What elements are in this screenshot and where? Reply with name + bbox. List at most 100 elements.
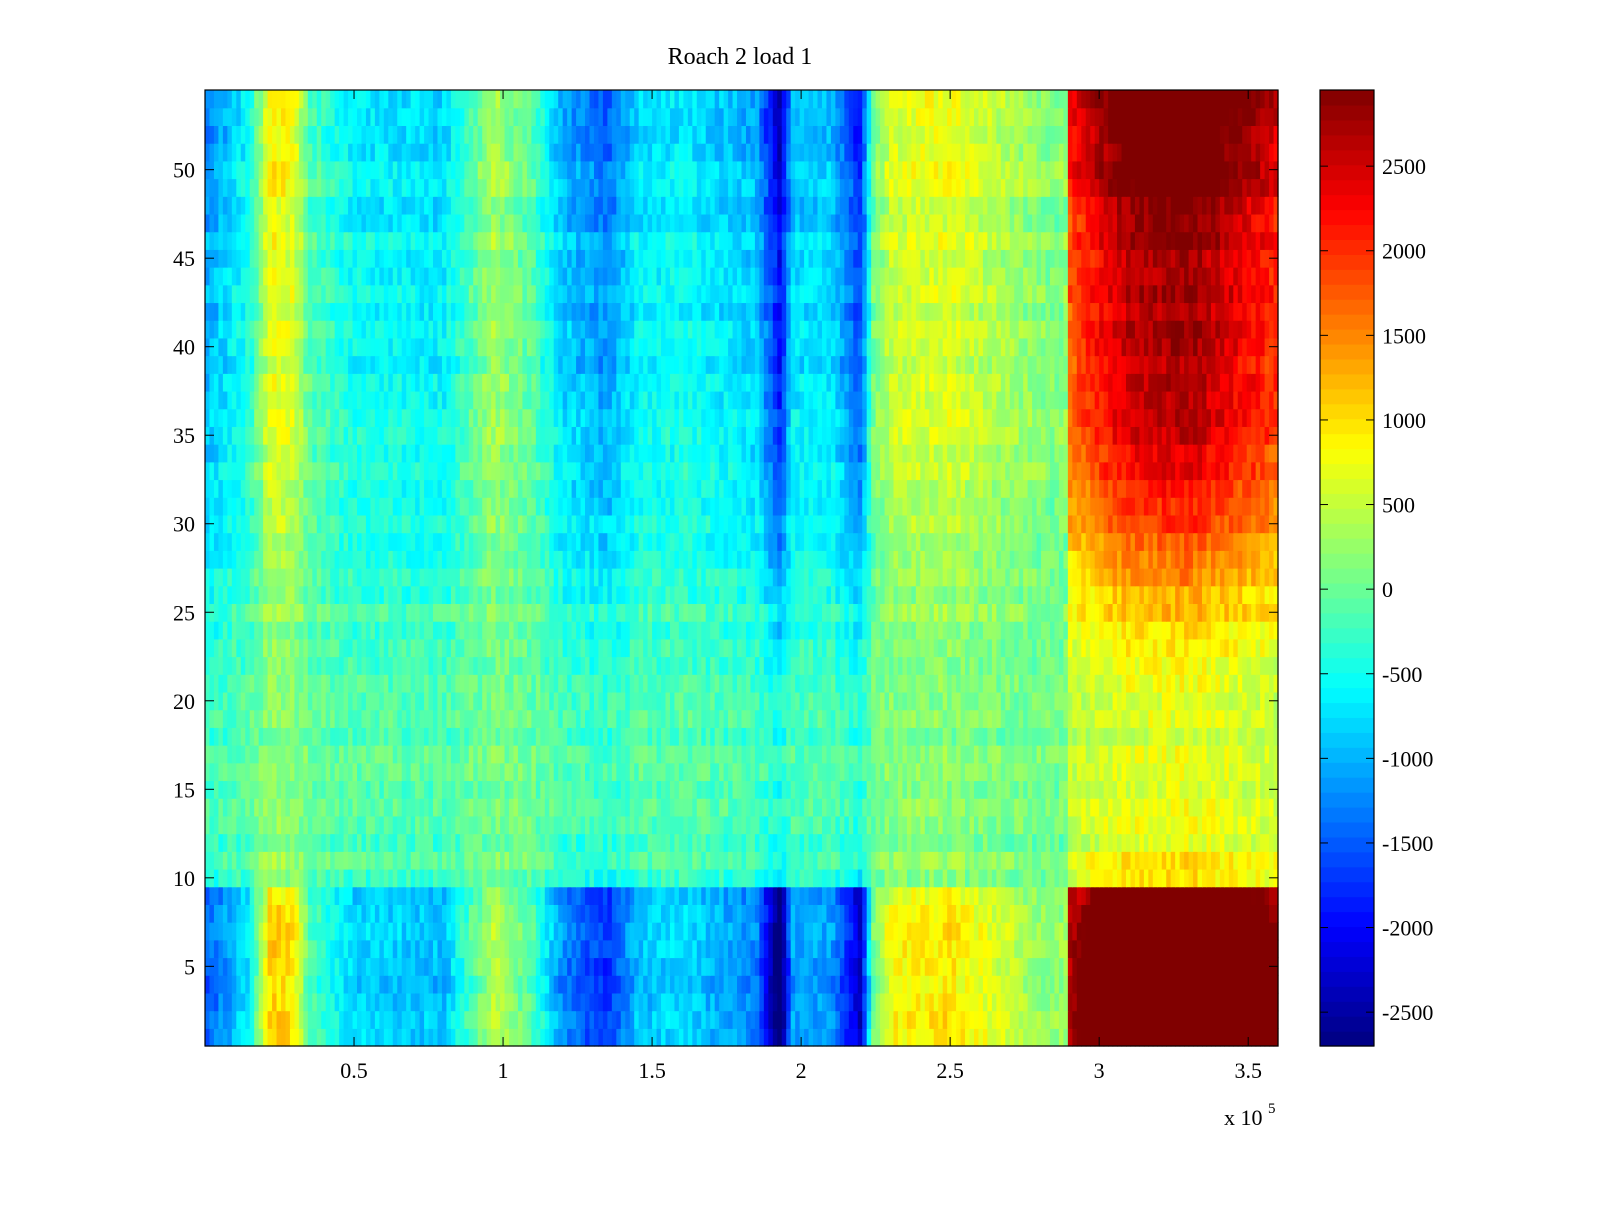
heatmap-cell — [482, 992, 488, 1012]
heatmap-cell — [611, 1028, 617, 1047]
heatmap-cell — [491, 975, 497, 994]
heatmap-cell — [245, 904, 251, 923]
heatmap-cell — [455, 745, 461, 764]
heatmap-cell — [723, 939, 729, 959]
heatmap-cell — [1103, 1010, 1109, 1029]
heatmap-cell — [1139, 833, 1145, 852]
heatmap-cell — [576, 957, 582, 976]
heatmap-cell — [267, 904, 273, 923]
heatmap-cell — [464, 939, 470, 959]
heatmap-cell — [893, 1010, 899, 1029]
heatmap-cell — [1032, 992, 1038, 1012]
heatmap-cell — [607, 975, 613, 994]
heatmap-cell — [741, 922, 747, 941]
heatmap-cell — [638, 762, 644, 782]
heatmap-cell — [880, 868, 886, 888]
heatmap-cell — [517, 904, 524, 923]
heatmap-cell — [1206, 1028, 1212, 1047]
heatmap-cell — [392, 745, 398, 764]
heatmap-cell — [1067, 815, 1073, 835]
heatmap-cell — [625, 851, 631, 870]
heatmap-cell — [674, 691, 680, 711]
heatmap-cell — [1202, 851, 1208, 870]
heatmap-cell — [312, 886, 318, 905]
heatmap-cell — [1193, 904, 1199, 923]
heatmap-cell — [495, 709, 501, 728]
heatmap-cell — [973, 762, 980, 782]
heatmap-cell — [1027, 868, 1033, 888]
heatmap-cell — [982, 957, 988, 976]
heatmap-cell — [401, 1028, 407, 1047]
heatmap-cell — [1233, 727, 1239, 746]
heatmap-cell — [343, 674, 349, 693]
heatmap-cell — [1139, 868, 1145, 888]
heatmap-cell — [696, 833, 702, 852]
heatmap-cell — [982, 727, 988, 746]
heatmap-cell — [549, 868, 555, 888]
heatmap-cell — [540, 762, 546, 782]
heatmap-cell — [1219, 745, 1225, 764]
heatmap-cell — [1081, 833, 1087, 852]
heatmap-cell — [218, 992, 224, 1012]
heatmap-cell — [620, 833, 626, 852]
heatmap-cell — [406, 674, 412, 693]
heatmap-cell — [1197, 1010, 1203, 1029]
heatmap-cell — [723, 1010, 729, 1029]
heatmap-cell — [1237, 745, 1243, 764]
heatmap-cell — [1228, 851, 1234, 870]
heatmap-cell — [996, 833, 1002, 852]
heatmap-cell — [415, 745, 421, 764]
heatmap-cell — [634, 975, 640, 994]
heatmap-cell — [294, 868, 300, 888]
heatmap-cell — [1161, 975, 1167, 994]
heatmap-cell — [509, 975, 515, 994]
heatmap-cell — [437, 1028, 443, 1047]
heatmap-cell — [638, 886, 644, 905]
heatmap-cell — [897, 886, 904, 905]
heatmap-cell — [656, 939, 662, 959]
heatmap-cell — [889, 798, 895, 817]
heatmap-cell — [500, 851, 506, 870]
heatmap-cell — [965, 691, 971, 711]
heatmap-cell — [316, 957, 322, 976]
heatmap-cell — [973, 798, 980, 817]
heatmap-cell — [1175, 762, 1181, 782]
heatmap-cell — [491, 1028, 497, 1047]
heatmap-cell — [509, 1010, 515, 1029]
heatmap-cell — [1157, 815, 1163, 835]
heatmap-cell — [1112, 975, 1118, 994]
heatmap-cell — [370, 727, 376, 746]
heatmap-cell — [1148, 745, 1154, 764]
heatmap-cell — [777, 922, 783, 941]
heatmap-cell — [231, 851, 237, 870]
heatmap-cell — [231, 727, 237, 746]
heatmap-cell — [1197, 691, 1203, 711]
heatmap-cell — [786, 886, 792, 905]
heatmap-cell — [553, 691, 559, 711]
heatmap-cell — [991, 886, 997, 905]
heatmap-cell — [1108, 1028, 1114, 1047]
heatmap-cell — [1041, 745, 1047, 764]
heatmap-cell — [571, 1028, 577, 1047]
heatmap-cell — [1251, 922, 1257, 941]
heatmap-cell — [312, 957, 318, 976]
heatmap-cell — [1202, 762, 1208, 782]
heatmap-cell — [1014, 780, 1020, 799]
heatmap-cell — [1014, 939, 1020, 959]
heatmap-cell — [330, 1028, 336, 1047]
heatmap-cell — [1251, 957, 1257, 976]
heatmap-cell — [1139, 691, 1145, 711]
heatmap-cell — [236, 922, 242, 941]
heatmap-cell — [638, 904, 644, 923]
heatmap-cell — [486, 833, 492, 852]
heatmap-cell — [1099, 780, 1105, 799]
heatmap-cell — [1210, 745, 1217, 764]
heatmap-cell — [1130, 745, 1136, 764]
heatmap-cell — [388, 939, 394, 959]
heatmap-cell — [1121, 1028, 1127, 1047]
heatmap-cell — [441, 745, 448, 764]
heatmap-cell — [464, 904, 470, 923]
heatmap-cell — [428, 975, 434, 994]
heatmap-cell — [1000, 904, 1006, 923]
heatmap-cell — [388, 833, 394, 852]
